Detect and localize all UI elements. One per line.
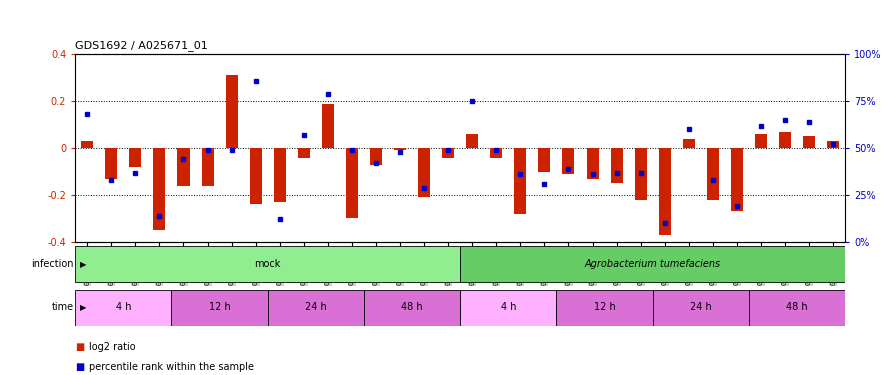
- Text: log2 ratio: log2 ratio: [89, 342, 136, 352]
- Bar: [442, 148, 454, 158]
- Text: ■: ■: [75, 342, 84, 352]
- Bar: [827, 141, 839, 148]
- Bar: [587, 148, 598, 178]
- Text: 24 h: 24 h: [690, 303, 712, 312]
- Bar: [273, 148, 286, 202]
- Bar: [81, 141, 93, 148]
- Text: 4 h: 4 h: [116, 303, 131, 312]
- Bar: [731, 148, 743, 211]
- Text: time: time: [51, 303, 73, 312]
- Bar: [707, 148, 719, 200]
- Text: ▶: ▶: [80, 260, 86, 269]
- Text: 4 h: 4 h: [501, 303, 516, 312]
- Text: Agrobacterium tumefaciens: Agrobacterium tumefaciens: [585, 260, 720, 269]
- Bar: [129, 148, 142, 167]
- Text: ▶: ▶: [80, 303, 86, 312]
- Bar: [75, 246, 460, 282]
- Bar: [226, 75, 238, 148]
- Bar: [611, 148, 623, 183]
- Bar: [460, 290, 557, 326]
- Bar: [250, 148, 262, 204]
- Bar: [370, 148, 382, 165]
- Bar: [652, 290, 749, 326]
- Text: 12 h: 12 h: [209, 303, 230, 312]
- Bar: [658, 148, 671, 235]
- Text: ■: ■: [75, 362, 84, 372]
- Text: 48 h: 48 h: [401, 303, 423, 312]
- Text: percentile rank within the sample: percentile rank within the sample: [89, 362, 254, 372]
- Bar: [178, 148, 189, 186]
- Text: mock: mock: [255, 260, 281, 269]
- Bar: [322, 104, 334, 148]
- Bar: [297, 148, 310, 158]
- Bar: [172, 290, 267, 326]
- Text: 12 h: 12 h: [594, 303, 615, 312]
- Bar: [514, 148, 527, 214]
- Bar: [202, 148, 213, 186]
- Bar: [803, 136, 815, 148]
- Bar: [755, 134, 767, 148]
- Bar: [635, 148, 647, 200]
- Bar: [466, 134, 478, 148]
- Bar: [749, 290, 845, 326]
- Text: 24 h: 24 h: [305, 303, 327, 312]
- Bar: [394, 148, 406, 150]
- Bar: [460, 246, 845, 282]
- Bar: [779, 132, 791, 148]
- Text: 48 h: 48 h: [786, 303, 808, 312]
- Bar: [346, 148, 358, 218]
- Bar: [538, 148, 550, 172]
- Bar: [267, 290, 364, 326]
- Bar: [563, 148, 574, 174]
- Bar: [75, 290, 172, 326]
- Bar: [418, 148, 430, 197]
- Bar: [153, 148, 165, 230]
- Bar: [490, 148, 503, 158]
- Text: infection: infection: [31, 260, 73, 269]
- Text: GDS1692 / A025671_01: GDS1692 / A025671_01: [75, 40, 208, 51]
- Bar: [557, 290, 652, 326]
- Bar: [105, 148, 118, 178]
- Bar: [682, 139, 695, 148]
- Bar: [364, 290, 460, 326]
